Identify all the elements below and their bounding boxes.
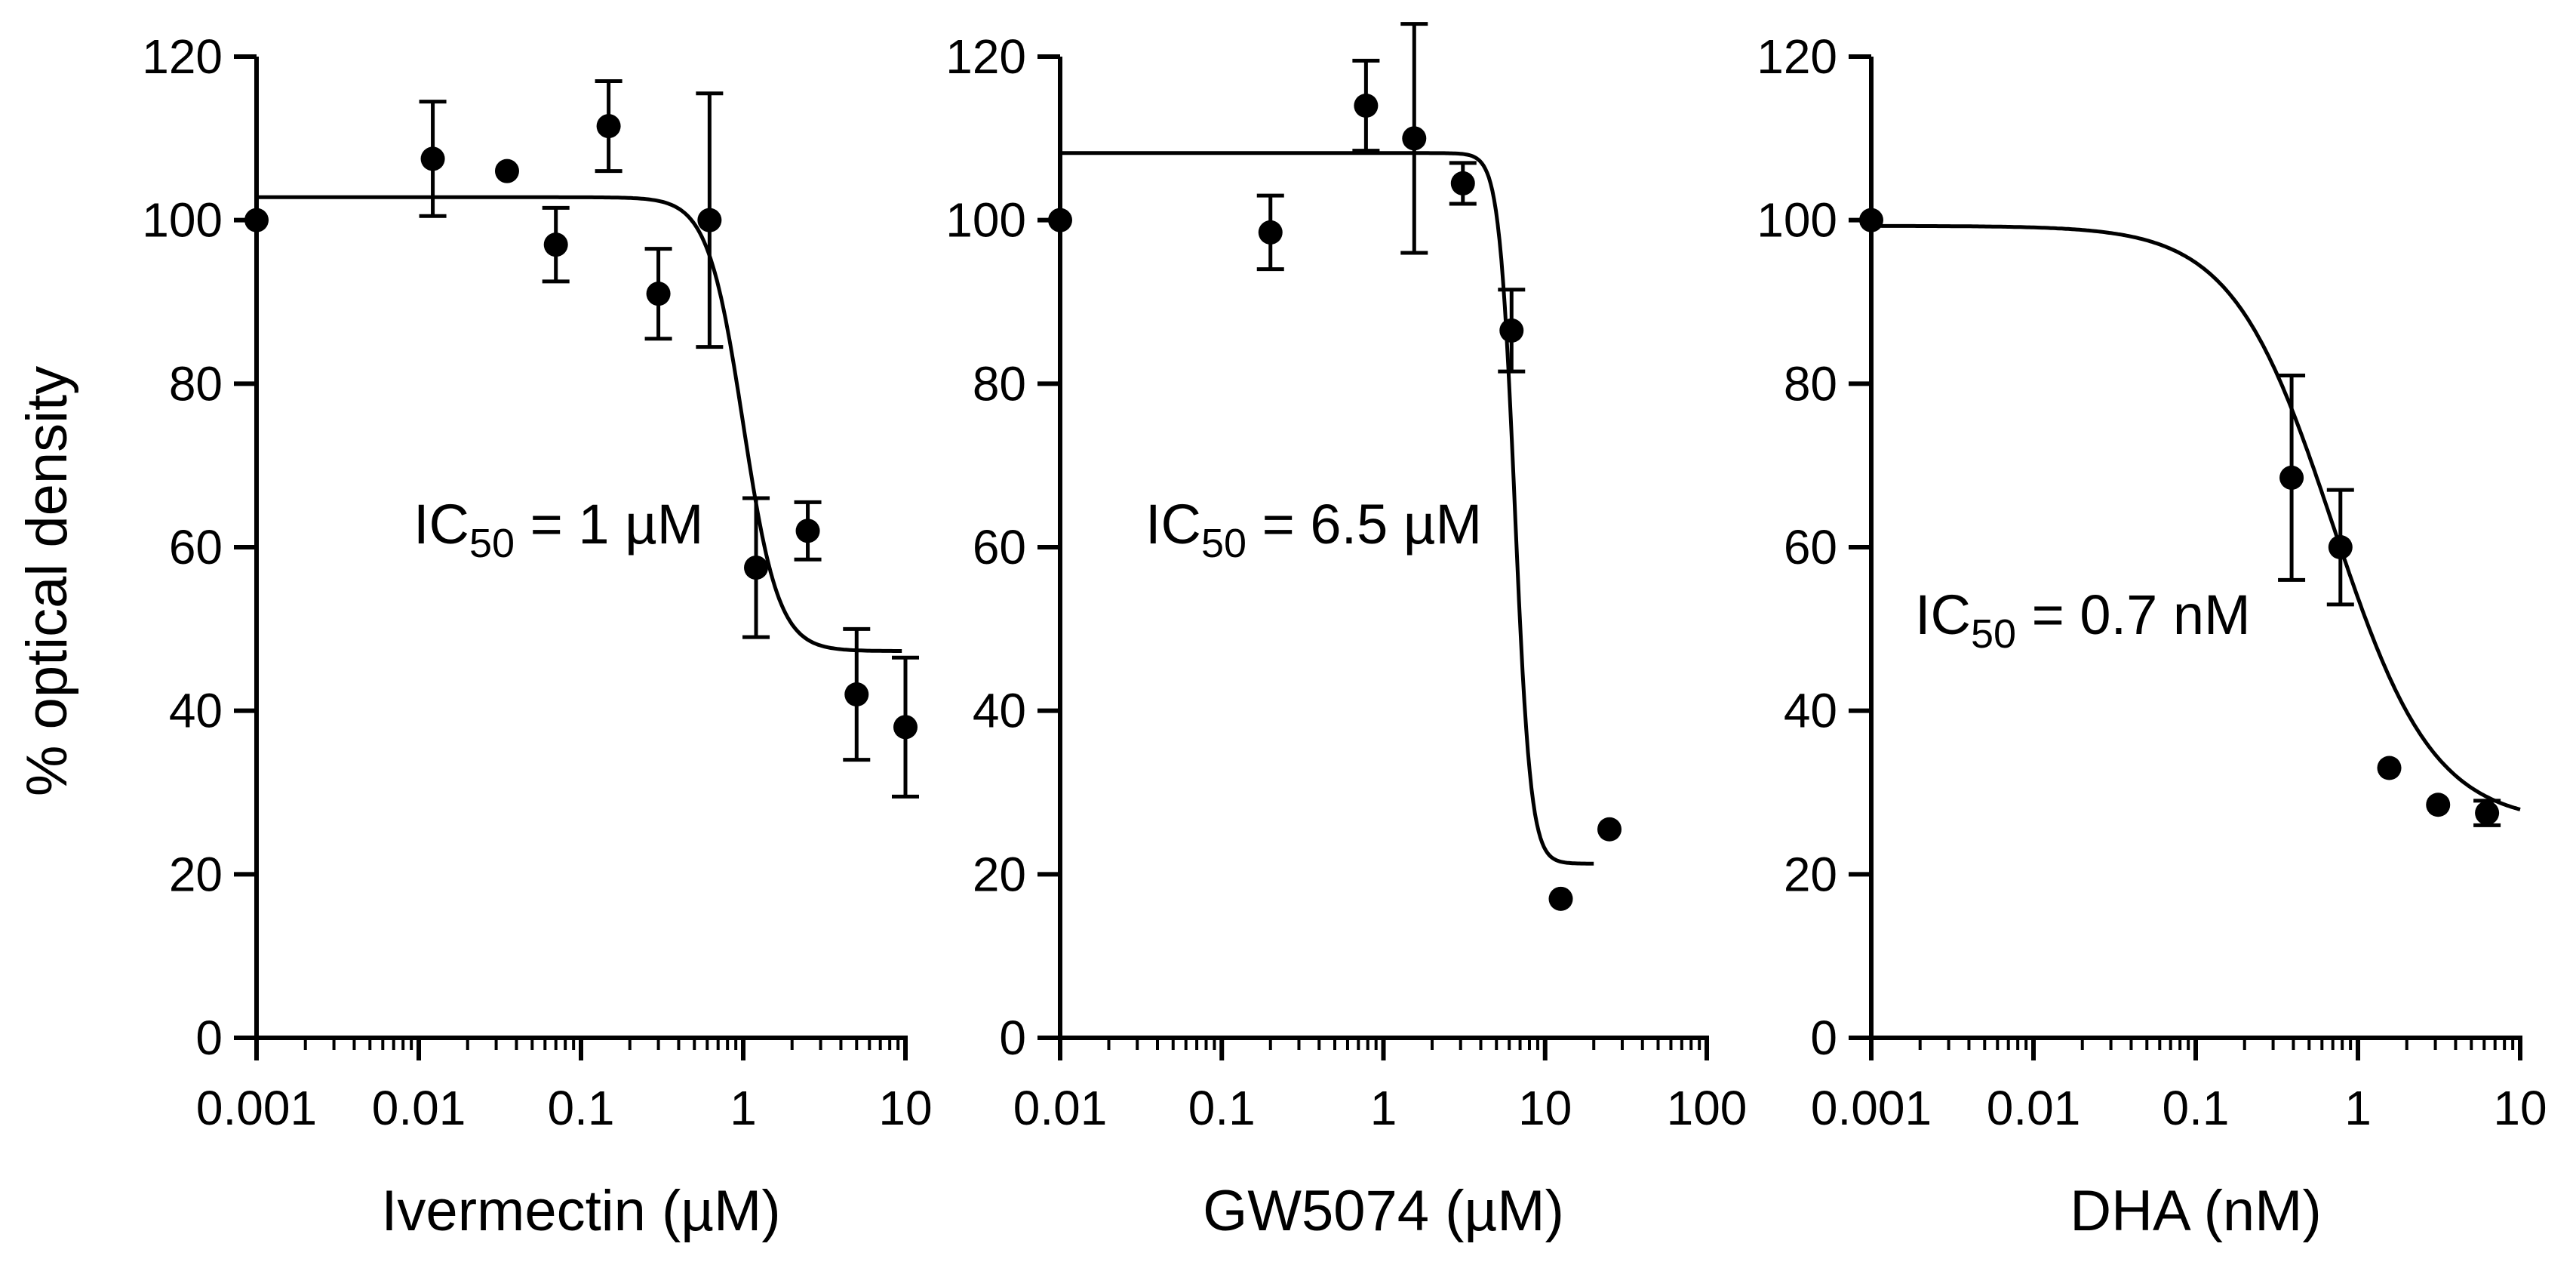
chart-2-fit-curve: [1871, 223, 2521, 811]
chart-1-data-point: [1499, 318, 1524, 343]
chart-2-x-tick-label: 1: [2344, 1081, 2372, 1135]
chart-0-data-point: [795, 519, 820, 543]
chart-2-y-tick-label: 120: [1757, 29, 1837, 84]
chart-1-data-point: [1548, 886, 1573, 911]
chart-1-x-axis-label: GW5074 (µM): [1203, 1179, 1564, 1243]
chart-2-data-point: [2328, 535, 2353, 559]
chart-2-y-tick-label: 60: [1784, 520, 1837, 574]
chart-2-x-tick-label: 0.1: [2163, 1081, 2230, 1135]
chart-1-y-tick-label: 40: [973, 684, 1026, 738]
chart-2-y-tick-label: 80: [1784, 356, 1837, 411]
chart-2-data-point: [2377, 756, 2402, 780]
chart-2-x-tick-label: 10: [2493, 1081, 2547, 1135]
chart-1-y-tick-label: 80: [973, 356, 1026, 411]
chart-0-y-tick-label: 20: [169, 847, 223, 901]
chart-1-data-point: [1402, 126, 1427, 151]
chart-1-x-tick-label: 100: [1667, 1081, 1748, 1135]
chart-2-data-point: [1859, 208, 1883, 232]
chart-0-x-tick-label: 10: [878, 1081, 932, 1135]
chart-2-y-tick-label: 0: [1810, 1011, 1837, 1065]
chart-0-data-point: [244, 208, 269, 232]
chart-1-fit-curve: [1060, 151, 1594, 866]
chart-1-data-point: [1354, 94, 1379, 118]
chart-0-x-tick-label: 0.01: [372, 1081, 466, 1135]
chart-0-data-point: [646, 282, 671, 306]
chart-0-x-tick-label: 0.001: [196, 1081, 317, 1135]
chart-1-y-tick-label: 0: [999, 1011, 1026, 1065]
chart-0-fit-curve: [257, 195, 902, 653]
chart-1-y-tick-label: 20: [973, 847, 1026, 901]
chart-1-ic50-annotation: IC50 = 6.5 µM: [1145, 493, 1482, 566]
chart-0-data-point: [697, 208, 722, 232]
panel-gw5074: 0 20 40 60 80 100 120 0.01 0.1 1 10 100 GW5074 (µM) I…: [945, 22, 1748, 1243]
chart-0-y-tick-label: 0: [195, 1011, 223, 1065]
chart-2-data-point: [2426, 793, 2451, 817]
chart-1-y-tick-label: 100: [945, 193, 1026, 248]
chart-1-data-point: [1048, 208, 1072, 232]
chart-1-x-tick-label: 0.01: [1013, 1081, 1108, 1135]
chart-0-data-point: [494, 159, 519, 183]
chart-0-data-point: [744, 556, 769, 580]
chart-2-ic50-annotation: IC50 = 0.7 nM: [1915, 583, 2251, 657]
panel-dha: 0 20 40 60 80 100 120 0.001 0.01 0.1 1 10 DHA (nM) IC…: [1757, 29, 2547, 1243]
chart-1-data-point: [1450, 171, 1475, 195]
chart-0-y-tick-label: 40: [169, 684, 223, 738]
chart-2-x-tick-label: 0.01: [1987, 1081, 2081, 1135]
chart-2-y-tick-label: 100: [1757, 193, 1837, 248]
chart-1-x-tick-label: 10: [1518, 1081, 1572, 1135]
chart-2-y-tick-label: 20: [1784, 847, 1837, 901]
chart-0-y-tick-label: 60: [169, 520, 223, 574]
chart-2-x-tick-label: 0.001: [1811, 1081, 1932, 1135]
chart-1-data-point: [1258, 220, 1283, 245]
chart-1-data-point: [1597, 817, 1622, 842]
chart-2-x-axis-label: DHA (nM): [2070, 1179, 2322, 1243]
chart-1-x-tick-label: 1: [1370, 1081, 1397, 1135]
chart-2-data-point: [2475, 801, 2500, 826]
chart-1-y-tick-label: 120: [945, 29, 1026, 84]
chart-0-x-tick-label: 1: [730, 1081, 757, 1135]
chart-0-x-axis-label: Ivermectin (µM): [381, 1179, 780, 1243]
chart-0-data-point: [420, 146, 445, 171]
panel-ivermectin: 0 20 40 60 80 100 120 0.001 0.01 0.1 1 10 Ivermectin…: [142, 29, 932, 1243]
y-axis-label: % optical density: [15, 366, 79, 796]
chart-1-y-tick-label: 60: [973, 520, 1026, 574]
chart-2-data-point: [2279, 465, 2304, 490]
chart-0-y-tick-label: 80: [169, 356, 223, 411]
chart-2-y-tick-label: 40: [1784, 684, 1837, 738]
chart-0-data-point: [596, 114, 621, 139]
chart-0-x-tick-label: 0.1: [548, 1081, 615, 1135]
chart-0-data-point: [543, 232, 568, 257]
chart-0-y-tick-label: 100: [142, 193, 223, 248]
chart-0-y-tick-label: 120: [142, 29, 223, 84]
chart-0-ic50-annotation: IC50 = 1 µM: [413, 493, 703, 566]
chart-0-data-point: [893, 715, 918, 740]
chart-0-data-point: [844, 682, 869, 706]
chart-1-x-tick-label: 0.1: [1188, 1081, 1256, 1135]
